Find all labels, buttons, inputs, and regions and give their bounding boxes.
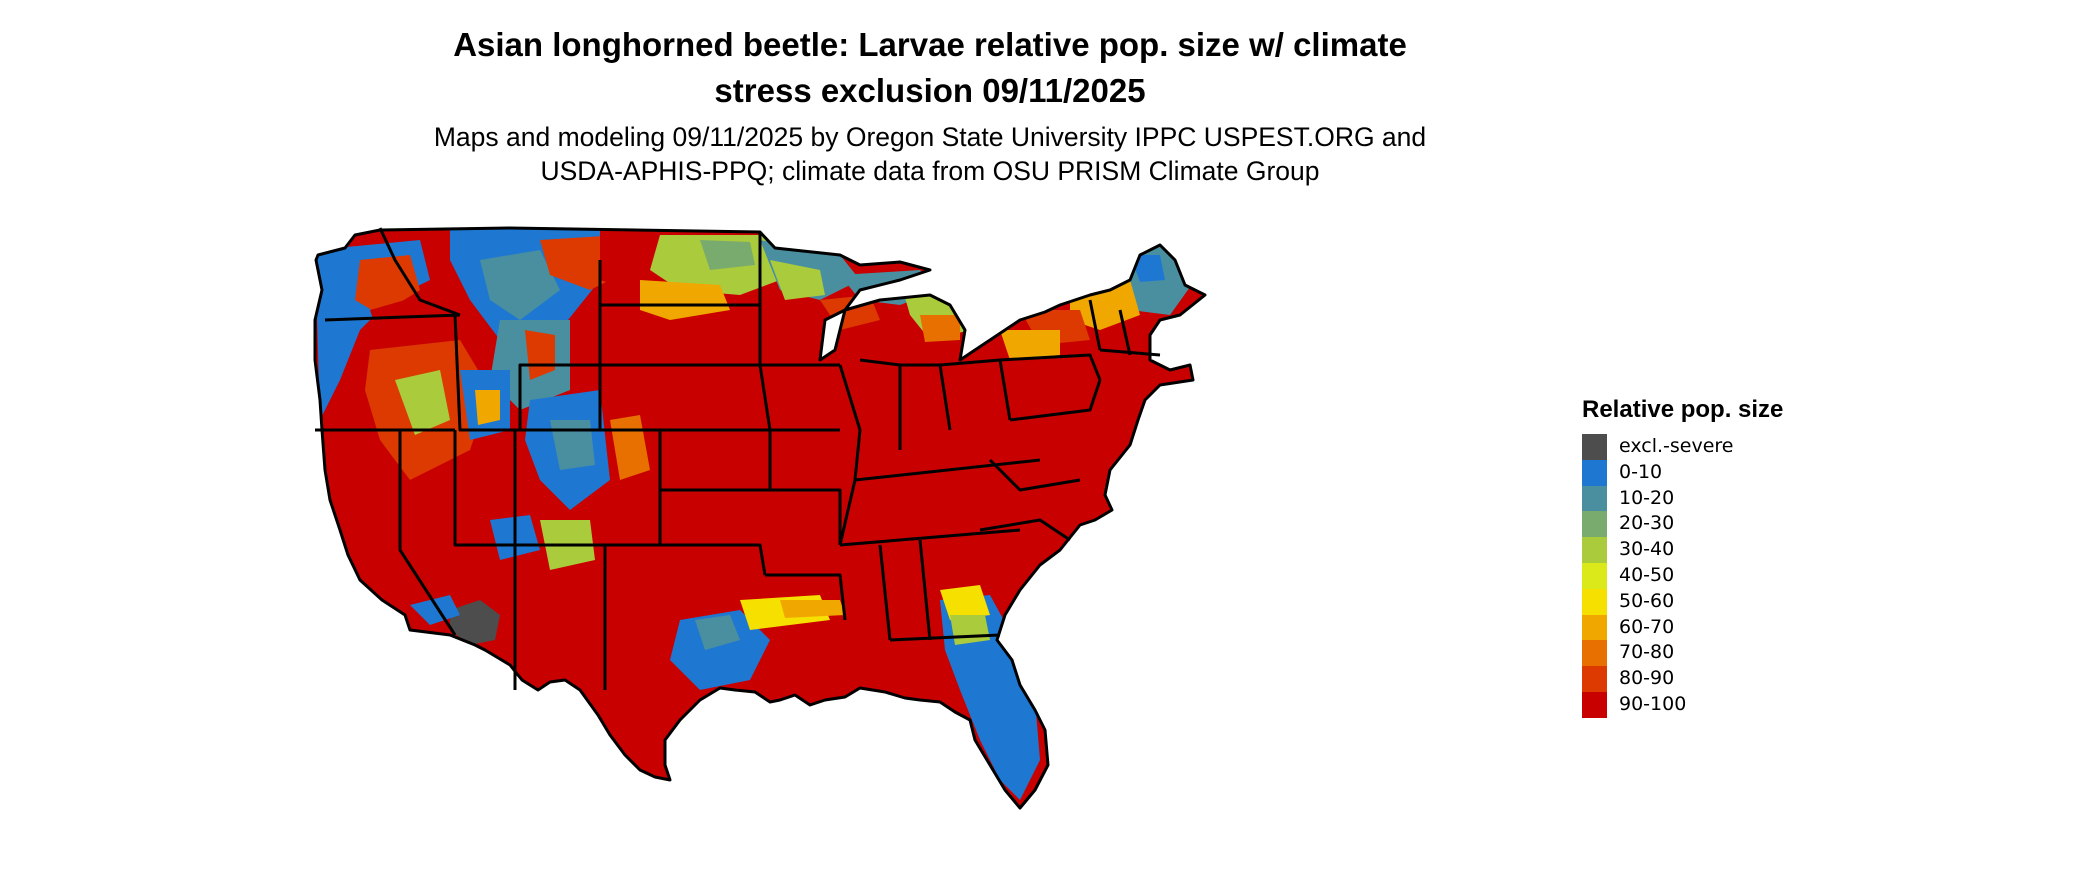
raster-mi-70-80	[920, 315, 960, 342]
idaho-border	[453, 314, 515, 432]
map-subtitle-line-2: USDA-APHIS-PPQ; climate data from OSU PR…	[540, 156, 1320, 186]
legend-swatch	[1582, 562, 1607, 589]
legend-label: 50-60	[1619, 589, 1675, 612]
raster-nevada-30-40	[395, 370, 450, 435]
map-title: Asian longhorned beetle: Larvae relative…	[330, 22, 1530, 114]
legend-label: 70-80	[1619, 641, 1675, 664]
ar-la-border	[765, 573, 847, 621]
raster-ndakota-20-30	[700, 240, 755, 270]
legend-swatch	[1582, 459, 1607, 486]
legend-item: 0-10	[1582, 459, 1882, 486]
population-raster	[315, 228, 1205, 808]
legend-swatch	[1582, 691, 1607, 718]
tn-south-border	[839, 528, 1021, 547]
legend-swatch	[1582, 666, 1607, 692]
legend-label: 60-70	[1619, 615, 1675, 638]
map-subtitle: Maps and modeling 09/11/2025 by Oregon S…	[330, 120, 1530, 188]
pa-north	[999, 353, 1102, 381]
legend-label: 80-90	[1619, 667, 1675, 690]
legend: Relative pop. size excl.-severe 0-10 10-20…	[1582, 395, 1882, 718]
nh-me	[1118, 309, 1132, 356]
legend-swatch	[1582, 588, 1607, 615]
legend-label: 40-50	[1619, 563, 1675, 586]
idaho-west-border	[378, 227, 461, 317]
colorado	[600, 428, 662, 547]
legend-item: excl.-severe	[1582, 434, 1882, 460]
ms-al-border	[878, 544, 892, 641]
map-title-line-1: Asian longhorned beetle: Larvae relative…	[453, 26, 1407, 63]
fl-north-border	[889, 633, 1001, 642]
legend-item: 80-90	[1582, 666, 1882, 692]
raster-ny-60-70	[1000, 330, 1060, 360]
legend-item: 40-50	[1582, 562, 1882, 589]
us-map	[300, 220, 1560, 890]
va-border	[988, 458, 1081, 492]
legend-swatch	[1582, 537, 1607, 563]
mn-ia-mo-west	[758, 232, 772, 490]
nevada-ca-border	[398, 430, 457, 636]
raster-arizona-excl-severe	[450, 600, 500, 645]
raster-socal-0-10	[410, 595, 460, 625]
legend-swatch	[1582, 485, 1607, 512]
legend-swatch	[1582, 614, 1607, 641]
raster-south-texas-0-10	[670, 610, 770, 690]
legend-item: 70-80	[1582, 640, 1882, 667]
legend-item: 90-100	[1582, 691, 1882, 718]
legend-label: 0-10	[1619, 460, 1663, 483]
raster-florida-30-40	[950, 615, 990, 645]
map-subtitle-line-1: Maps and modeling 09/11/2025 by Oregon S…	[433, 122, 1427, 152]
us-outline	[313, 226, 1207, 810]
legend-item: 10-20	[1582, 485, 1882, 512]
legend-label: 90-100	[1619, 692, 1687, 715]
legend-swatch	[1582, 640, 1607, 667]
legend-label: 30-40	[1619, 538, 1675, 561]
legend-label: excl.-severe	[1619, 435, 1734, 457]
legend-item: 20-30	[1582, 511, 1882, 538]
legend-title: Relative pop. size	[1582, 396, 1784, 423]
legend-item: 50-60	[1582, 588, 1882, 615]
raster-florida-50-60	[940, 585, 990, 620]
raster-gulf-60-70	[780, 600, 845, 618]
legend-swatch	[1582, 434, 1607, 460]
tn-ky-border	[854, 458, 1041, 482]
mo-ar-border	[770, 488, 842, 545]
al-ga-border	[918, 539, 932, 641]
wa-or-border	[324, 313, 461, 322]
vt-nh	[1088, 299, 1102, 351]
raster-utah-60-70	[475, 390, 500, 425]
pa-south	[1009, 379, 1102, 422]
ma-north	[1099, 348, 1161, 357]
ok-tx-border	[658, 490, 767, 576]
raster-pnw-80-90	[355, 255, 420, 315]
raster-montana-10-20	[480, 250, 560, 320]
state-boundaries	[313, 226, 1207, 810]
map-title-line-2: stress exclusion 09/11/2025	[714, 72, 1146, 109]
legend-label: 10-20	[1619, 486, 1675, 509]
legend-items: excl.-severe 0-10 10-20 20-30 30-40 40-50 50-6…	[1582, 434, 1882, 718]
legend-swatch	[1582, 511, 1607, 538]
nc-sc-border	[979, 518, 1071, 542]
raster-texas-10-20	[695, 615, 740, 650]
legend-label: 20-30	[1619, 512, 1675, 535]
legend-item: 60-70	[1582, 614, 1882, 641]
raster-colorado-10-20	[550, 420, 595, 470]
mississippi-river	[838, 364, 862, 546]
legend-item: 30-40	[1582, 537, 1882, 563]
raster-sdakota-60-70	[640, 280, 730, 320]
raster-minnesota-30-40	[770, 260, 825, 300]
us-map-canvas	[313, 226, 1207, 810]
raster-wyoming-80-90	[525, 330, 555, 380]
